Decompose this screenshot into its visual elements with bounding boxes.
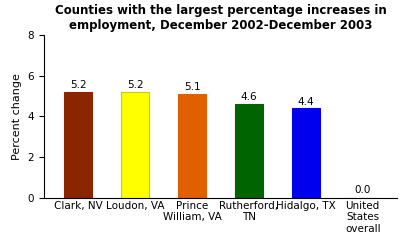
Text: 5.2: 5.2 xyxy=(127,80,144,90)
Text: 4.6: 4.6 xyxy=(241,92,257,102)
Bar xyxy=(235,104,263,198)
Bar xyxy=(121,92,149,198)
Bar xyxy=(292,108,320,198)
Text: 5.2: 5.2 xyxy=(70,80,87,90)
Text: 4.4: 4.4 xyxy=(298,96,314,106)
Y-axis label: Percent change: Percent change xyxy=(12,73,22,160)
Text: 0.0: 0.0 xyxy=(354,185,371,195)
Text: 5.1: 5.1 xyxy=(184,82,200,92)
Title: Counties with the largest percentage increases in
employment, December 2002-Dece: Counties with the largest percentage inc… xyxy=(55,4,386,32)
Bar xyxy=(178,94,206,198)
Bar xyxy=(64,92,93,198)
